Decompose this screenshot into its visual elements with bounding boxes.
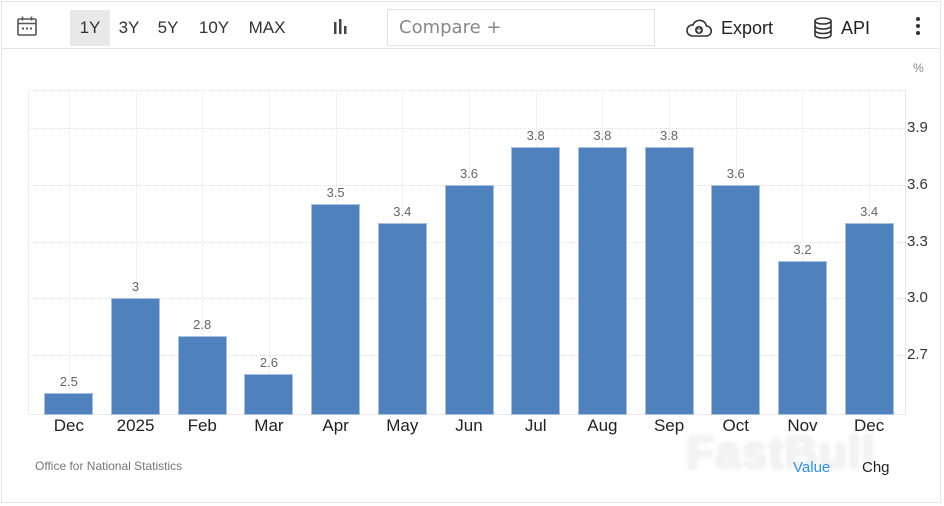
gridline — [28, 90, 905, 91]
range-10y-button[interactable]: 10Y — [198, 18, 230, 37]
bar-value-label: 2.8 — [193, 317, 212, 333]
bar-value-label: 3.6 — [459, 165, 479, 181]
range-5y-button[interactable]: 5Y — [157, 18, 179, 37]
range-3y-button[interactable]: 3Y — [118, 18, 140, 37]
y-tick-label: 3.0 — [907, 289, 928, 307]
range-1y-button[interactable]: 1Y — [70, 10, 110, 46]
more-vertical-icon[interactable] — [908, 14, 928, 38]
bar-value-label: 3.5 — [326, 184, 345, 200]
bar[interactable] — [311, 203, 361, 415]
y-axis-line — [905, 90, 906, 415]
bar-value-label: 2.6 — [259, 355, 278, 371]
bar[interactable] — [511, 146, 561, 415]
bar[interactable] — [244, 374, 294, 415]
gridline — [68, 90, 70, 415]
x-tick-label: Aug — [587, 416, 618, 435]
bar-value-label: 3.4 — [393, 203, 412, 219]
bar[interactable] — [44, 393, 94, 415]
bar-value-label: 3.2 — [793, 241, 812, 257]
bar[interactable] — [711, 184, 761, 415]
bar-value-label: 3.8 — [593, 127, 612, 143]
data-source: Office for National Statistics — [35, 459, 183, 473]
bar-value-label: 3.4 — [860, 203, 879, 219]
bar[interactable] — [111, 298, 161, 415]
gridline — [135, 90, 137, 415]
database-icon — [813, 17, 833, 39]
gridline — [268, 90, 270, 415]
y-axis-unit: % — [913, 61, 924, 75]
api-button[interactable]: API — [813, 10, 870, 46]
bar[interactable] — [844, 222, 894, 415]
gridline — [802, 90, 804, 415]
api-label: API — [841, 17, 871, 38]
gridline — [202, 90, 204, 415]
x-tick-label: Nov — [787, 416, 818, 435]
calendar-icon[interactable] — [15, 14, 39, 38]
bar[interactable] — [777, 260, 827, 415]
bar[interactable] — [444, 184, 494, 415]
x-tick-label: May — [386, 416, 419, 435]
bar-value-label: 3 — [131, 279, 140, 295]
x-tick-label: Oct — [722, 416, 749, 435]
y-tick-label: 3.6 — [907, 175, 928, 193]
bar-value-label: 3.8 — [660, 127, 679, 143]
watermark-logo: FastBull — [686, 426, 876, 478]
y-tick-label: 2.7 — [907, 346, 928, 364]
y-tick-label: 3.3 — [907, 232, 928, 250]
compare-input[interactable]: Compare + — [387, 9, 655, 46]
x-tick-label: Feb — [187, 416, 217, 435]
x-tick-label: Jul — [524, 416, 547, 435]
x-tick-label: Dec — [53, 416, 84, 435]
bar-value-label: 3.6 — [726, 165, 745, 181]
value-toggle[interactable]: Value — [793, 459, 831, 476]
bar[interactable] — [644, 146, 694, 415]
chg-toggle[interactable]: Chg — [862, 459, 890, 476]
x-tick-label: Dec — [854, 416, 885, 435]
x-tick-label: Sep — [653, 416, 685, 435]
x-tick-label: Apr — [322, 416, 349, 435]
y-tick-label: 3.9 — [907, 118, 928, 136]
x-tick-label: Mar — [254, 416, 284, 435]
x-tick-label: Jun — [455, 416, 483, 435]
bar-value-label: 2.5 — [59, 374, 78, 390]
export-label: Export — [721, 17, 774, 38]
export-button[interactable]: Export — [685, 10, 773, 46]
bar-chart-icon[interactable] — [328, 14, 352, 38]
bar[interactable] — [377, 222, 427, 415]
bar[interactable] — [177, 336, 227, 415]
range-max-button[interactable]: MAX — [248, 18, 286, 37]
cloud-download-icon — [685, 18, 713, 38]
bar-value-label: 3.8 — [526, 127, 545, 143]
gridline — [28, 127, 905, 129]
bar[interactable] — [577, 146, 627, 415]
x-tick-label: 2025 — [116, 416, 155, 435]
chart-toolbar: 1Y 3Y 5Y 10Y MAX Compare + Export — [2, 2, 940, 49]
